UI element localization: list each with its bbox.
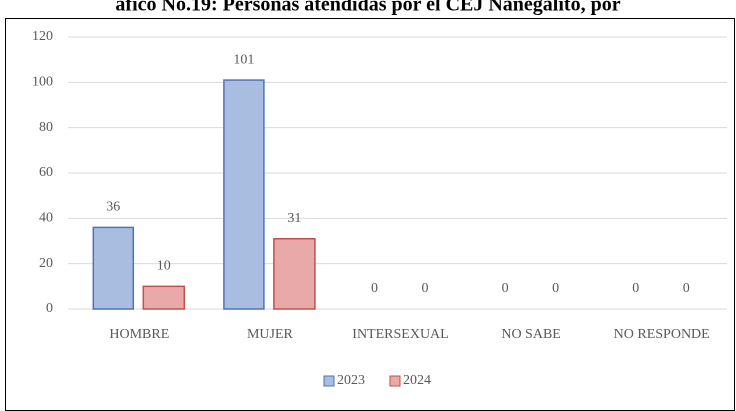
y-tick-label: 80 xyxy=(39,120,53,135)
legend-swatch xyxy=(389,375,401,387)
bar xyxy=(142,285,186,310)
data-label: 101 xyxy=(233,52,254,67)
chart-title: áfico No.19: Personas atendidas por el C… xyxy=(115,0,620,16)
data-label: 36 xyxy=(106,200,120,215)
bar xyxy=(273,237,316,310)
data-label: 0 xyxy=(632,281,639,296)
legend-label: 2024 xyxy=(403,373,431,388)
y-tick-label: 60 xyxy=(39,165,53,180)
x-tick-label: HOMBRE xyxy=(109,327,169,342)
legend-label: 2023 xyxy=(337,373,365,388)
data-label: 31 xyxy=(287,211,301,226)
y-tick-label: 20 xyxy=(39,256,53,271)
data-label: 0 xyxy=(502,281,509,296)
data-label: 10 xyxy=(157,259,171,274)
data-label: 0 xyxy=(683,281,690,296)
bar xyxy=(92,226,135,310)
y-tick-label: 120 xyxy=(32,29,53,44)
bar xyxy=(223,79,265,310)
y-tick-label: 100 xyxy=(32,75,53,90)
data-label: 0 xyxy=(422,281,429,296)
x-tick-label: INTERSEXUAL xyxy=(352,327,448,342)
x-tick-label: MUJER xyxy=(247,327,294,342)
data-label: 0 xyxy=(552,281,559,296)
data-label: 0 xyxy=(371,281,378,296)
y-tick-label: 40 xyxy=(39,211,53,226)
legend-swatch xyxy=(323,375,335,387)
y-tick-label: 0 xyxy=(46,301,53,316)
x-tick-label: NO RESPONDE xyxy=(614,327,710,342)
x-tick-label: NO SABE xyxy=(501,327,561,342)
